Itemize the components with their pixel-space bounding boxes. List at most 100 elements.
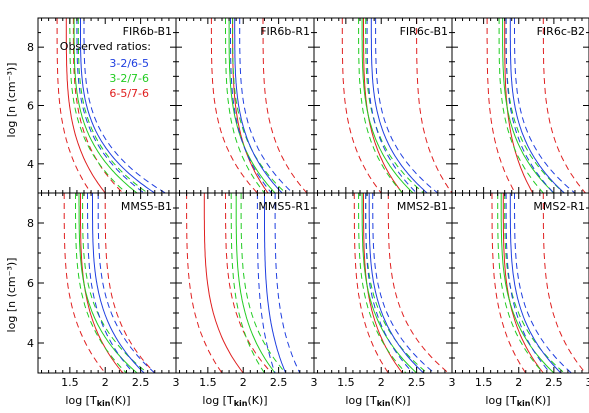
curve-3-2-6-5-dashed <box>97 193 156 373</box>
x-tick-label: 2.5 <box>408 376 426 389</box>
legend-entry-3-2-6-5: 3-2/6-5 <box>109 57 149 70</box>
panel-label: FIR6c-B1 <box>400 25 448 38</box>
curve-3-2-6-5-dashed <box>274 193 301 373</box>
legend-entry-3-2-7-6: 3-2/7-6 <box>109 72 149 85</box>
curve-3-2-6-5-dashed <box>514 193 572 373</box>
y-axis-label-top: log [n (cm⁻³)] <box>5 63 18 138</box>
panel-fir6c-b1: FIR6c-B1 <box>313 17 453 194</box>
curve-3-2-7-6-solid <box>228 18 276 193</box>
curve-3-2-6-5-solid <box>509 18 565 193</box>
curve-3-2-6-5-dashed <box>87 193 134 373</box>
curve-6-5-7-6-dashed <box>542 193 586 373</box>
curve-3-2-6-5-solid <box>368 193 425 373</box>
curve-3-2-6-5-dashed <box>505 18 555 193</box>
curve-6-5-7-6-solid <box>80 193 124 373</box>
curve-6-5-7-6-dashed <box>387 193 449 373</box>
y-tick-label: 4 <box>27 158 34 171</box>
x-tick-label: 3 <box>173 376 180 389</box>
curve-3-2-7-6-dashed <box>358 18 403 193</box>
curve-3-2-7-6-dashed <box>232 18 287 193</box>
curve-6-5-7-6-dashed <box>542 18 586 193</box>
y-tick-label: 6 <box>27 100 34 113</box>
curve-6-5-7-6-solid <box>65 18 106 193</box>
x-tick-label: 3 <box>449 376 456 389</box>
curve-3-2-6-5-dashed <box>505 193 551 373</box>
curve-3-2-7-6-dashed <box>497 193 544 373</box>
curve-3-2-7-6-dashed <box>498 18 544 193</box>
curve-3-2-6-5-solid <box>264 193 287 373</box>
curve-3-2-6-5-dashed <box>365 193 414 373</box>
curve-3-2-7-6-dashed <box>77 18 148 193</box>
curve-3-2-6-5-solid <box>370 18 428 193</box>
curve-6-5-7-6-solid <box>502 193 544 373</box>
y-tick-label: 8 <box>27 41 34 54</box>
panel-label: FIR6c-B2 <box>537 25 585 38</box>
panel-mms5-b1: 4 6 8 1.5 2 2.5 3 MMS5-B1 <box>27 192 180 389</box>
panel-label: MMS5-R1 <box>258 200 310 213</box>
curve-6-5-7-6-dashed <box>486 18 516 193</box>
curve-6-5-7-6-dashed <box>491 193 527 373</box>
curve-3-2-7-6-dashed <box>365 18 425 193</box>
x-tick-label: 2.5 <box>132 376 150 389</box>
x-axis-label-2: log [Tkin(K)] <box>202 394 267 408</box>
y-tick-label: 4 <box>27 337 34 350</box>
panel-fir6b-r1: FIR6b-R1 <box>175 17 315 194</box>
curve-6-5-7-6-dashed <box>104 193 156 373</box>
panel-mms5-r1: 1.5 2 2.5 3 MMS5-R1 <box>175 192 318 389</box>
x-tick-label: 2 <box>240 376 247 389</box>
x-axis-label-1: log [Tkin(K)] <box>65 394 130 408</box>
curve-3-2-7-6-dashed <box>82 193 149 373</box>
curve-6-5-7-6-dashed <box>225 193 272 373</box>
x-tick-label: 2.5 <box>545 376 563 389</box>
panel-label: MMS2-R1 <box>533 200 585 213</box>
curve-3-2-7-6-dashed <box>504 193 565 373</box>
y-tick-label: 8 <box>27 217 34 230</box>
curve-3-2-6-5-dashed <box>76 18 145 193</box>
curve-3-2-7-6-dashed <box>365 193 428 373</box>
curve-6-5-7-6-dashed <box>186 193 223 373</box>
y-tick-label: 6 <box>27 277 34 290</box>
curve-3-2-7-6-dashed <box>358 193 407 373</box>
panel-label: FIR6b-B1 <box>123 25 172 38</box>
curve-3-2-7-6-solid <box>235 193 276 373</box>
curve-3-2-6-5-dashed <box>366 18 417 193</box>
curve-3-2-6-5-solid <box>92 193 145 373</box>
x-tick-label: 1.5 <box>199 376 217 389</box>
curve-6-5-7-6-dashed <box>63 193 106 373</box>
x-tick-label: 3 <box>586 376 589 389</box>
curve-3-2-6-5-dashed <box>514 18 576 193</box>
curve-3-2-6-5-solid <box>234 18 283 193</box>
curve-3-2-6-5-solid <box>80 18 156 193</box>
x-tick-label: 2.5 <box>270 376 288 389</box>
curve-3-2-6-5-dashed <box>372 193 435 373</box>
panel-mms2-b1: 1.5 2 2.5 3 MMS2-B1 <box>313 192 456 389</box>
curve-3-2-6-5-dashed <box>375 18 439 193</box>
curve-3-2-7-6-dashed <box>240 193 287 373</box>
x-tick-label: 2 <box>378 376 385 389</box>
x-tick-label: 1.5 <box>61 376 79 389</box>
curve-3-2-6-5-dashed <box>256 193 276 373</box>
panel-frame <box>175 17 315 194</box>
curve-6-5-7-6-solid <box>232 18 269 193</box>
x-tick-label: 1.5 <box>337 376 355 389</box>
x-axis-label-3: log [Tkin(K)] <box>345 394 410 408</box>
curve-6-5-7-6-solid <box>504 18 534 193</box>
panel-frame <box>313 192 453 374</box>
curve-6-5-7-6-solid <box>203 193 244 373</box>
panel-label: MMS2-B1 <box>397 200 448 213</box>
curve-3-2-7-6-dashed <box>230 193 265 373</box>
curve-3-2-7-6-dashed <box>505 18 565 193</box>
legend-title: Observed ratios: <box>60 40 151 53</box>
y-axis-label-bottom: log [n (cm⁻³)] <box>5 258 18 333</box>
panel-frame <box>451 192 589 374</box>
curve-3-2-7-6-dashed <box>75 193 127 373</box>
curve-3-2-7-6-solid <box>73 18 138 193</box>
curve-3-2-7-6-dashed <box>225 18 265 193</box>
curve-3-2-7-6-solid <box>78 193 138 373</box>
curve-3-2-7-6-solid <box>502 18 555 193</box>
panel-label: FIR6b-R1 <box>260 25 310 38</box>
curve-3-2-6-5-solid <box>509 193 562 373</box>
legend: Observed ratios: 3-2/6-5 3-2/7-6 6-5/7-6 <box>60 40 151 100</box>
curve-6-5-7-6-dashed <box>353 193 389 373</box>
